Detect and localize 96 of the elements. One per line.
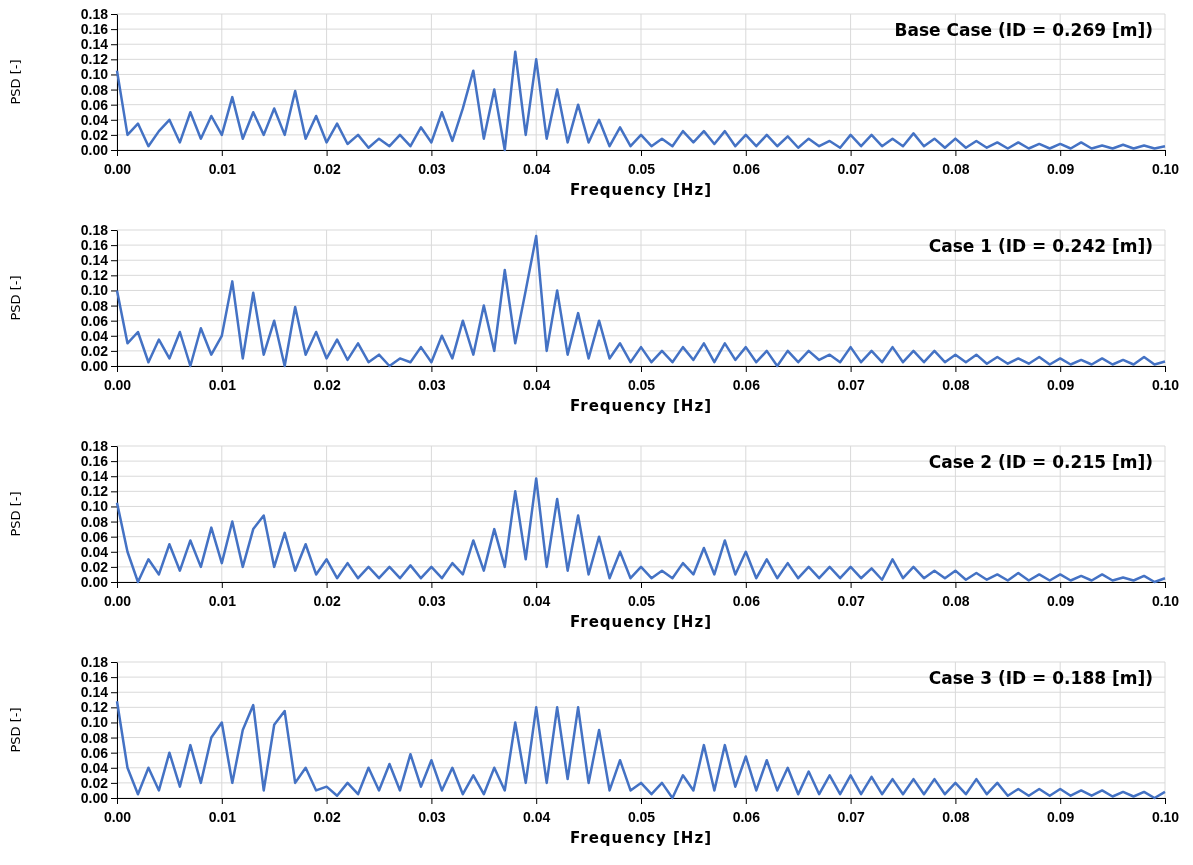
x-axis-title: Frequency [Hz]	[569, 829, 713, 847]
x-tick-label: 0.03	[418, 377, 446, 394]
y-tick-label: 0.12	[80, 267, 109, 284]
y-tick-label: 0.16	[80, 453, 109, 470]
x-tick-label: 0.09	[1047, 593, 1075, 610]
x-tick-label: 0.05	[627, 377, 656, 394]
x-tick-label: 0.04	[523, 377, 551, 394]
y-axis-title: PSD [-]	[8, 491, 23, 537]
y-tick-label: 0.12	[80, 699, 109, 716]
y-tick-label: 0.08	[80, 513, 109, 530]
y-tick-label: 0.06	[80, 96, 109, 113]
y-tick-label: 0.18	[80, 653, 109, 670]
x-tick-label: 0.00	[103, 161, 132, 178]
y-tick-label: 0.18	[80, 437, 109, 454]
y-tick-label: 0.16	[80, 237, 109, 254]
y-tick-label: 0.06	[80, 312, 109, 329]
y-tick-label: 0.12	[80, 483, 109, 500]
x-axis-title: Frequency [Hz]	[569, 397, 713, 415]
y-tick-label: 0.10	[80, 282, 109, 299]
x-tick-label: 0.02	[313, 593, 341, 610]
y-tick-label: 0.04	[80, 543, 109, 560]
x-tick-label: 0.02	[313, 161, 341, 178]
y-tick-label: 0.04	[80, 327, 109, 344]
x-tick-label: 0.09	[1047, 809, 1075, 826]
y-tick-label: 0.18	[80, 5, 109, 22]
y-axis-title: PSD [-]	[8, 59, 23, 105]
x-axis-title: Frequency [Hz]	[569, 613, 713, 631]
x-tick-label: 0.09	[1047, 377, 1075, 394]
y-tick-label: 0.04	[80, 111, 109, 128]
y-tick-label: 0.10	[80, 714, 109, 731]
x-tick-label: 0.06	[732, 377, 761, 394]
chart-title: Case 1 (ID = 0.242 [m])	[928, 236, 1153, 256]
x-tick-label: 0.05	[627, 809, 656, 826]
x-tick-label: 0.07	[837, 161, 865, 178]
x-tick-label: 0.10	[1151, 377, 1180, 394]
y-tick-label: 0.00	[80, 357, 109, 374]
y-tick-label: 0.14	[80, 36, 109, 53]
y-tick-label: 0.18	[80, 221, 109, 238]
x-tick-label: 0.06	[732, 809, 761, 826]
x-tick-label: 0.07	[837, 593, 865, 610]
x-tick-label: 0.01	[208, 377, 237, 394]
x-tick-label: 0.08	[942, 161, 970, 178]
chart-title: Case 3 (ID = 0.188 [m])	[928, 668, 1153, 688]
x-tick-label: 0.04	[523, 161, 551, 178]
y-tick-label: 0.02	[80, 126, 109, 143]
y-axis-title: PSD [-]	[8, 275, 23, 321]
chart-title: Case 2 (ID = 0.215 [m])	[928, 452, 1153, 472]
x-tick-label: 0.02	[313, 377, 341, 394]
y-tick-label: 0.06	[80, 744, 109, 761]
y-tick-label: 0.00	[80, 141, 109, 158]
x-axis-title: Frequency [Hz]	[569, 181, 713, 199]
x-tick-label: 0.07	[837, 377, 865, 394]
x-tick-label: 0.00	[103, 809, 132, 826]
y-tick-label: 0.04	[80, 759, 109, 776]
x-tick-label: 0.03	[418, 161, 446, 178]
x-tick-label: 0.00	[103, 593, 132, 610]
y-tick-label: 0.14	[80, 684, 109, 701]
x-tick-label: 0.04	[523, 593, 551, 610]
y-tick-label: 0.10	[80, 498, 109, 515]
x-tick-label: 0.08	[942, 377, 970, 394]
x-tick-label: 0.01	[208, 809, 237, 826]
x-tick-label: 0.06	[732, 161, 761, 178]
y-tick-label: 0.02	[80, 342, 109, 359]
x-tick-label: 0.03	[418, 593, 446, 610]
y-axis-title: PSD [-]	[8, 707, 23, 753]
x-tick-label: 0.00	[103, 377, 132, 394]
x-tick-label: 0.02	[313, 809, 341, 826]
x-tick-label: 0.05	[627, 593, 656, 610]
y-tick-label: 0.00	[80, 573, 109, 590]
y-tick-label: 0.12	[80, 51, 109, 68]
x-tick-label: 0.08	[942, 809, 970, 826]
chart-title: Base Case (ID = 0.269 [m])	[894, 20, 1153, 40]
x-tick-label: 0.05	[627, 161, 656, 178]
x-tick-label: 0.06	[732, 593, 761, 610]
y-tick-label: 0.06	[80, 528, 109, 545]
y-tick-label: 0.08	[80, 729, 109, 746]
x-tick-label: 0.07	[837, 809, 865, 826]
y-tick-label: 0.14	[80, 468, 109, 485]
y-tick-label: 0.14	[80, 252, 109, 269]
x-tick-label: 0.08	[942, 593, 970, 610]
y-tick-label: 0.08	[80, 297, 109, 314]
y-tick-label: 0.00	[80, 789, 109, 806]
x-tick-label: 0.01	[208, 593, 237, 610]
y-tick-label: 0.10	[80, 66, 109, 83]
x-tick-label: 0.04	[523, 809, 551, 826]
y-tick-label: 0.02	[80, 774, 109, 791]
y-tick-label: 0.16	[80, 21, 109, 38]
x-tick-label: 0.01	[208, 161, 237, 178]
x-tick-label: 0.03	[418, 809, 446, 826]
y-tick-label: 0.16	[80, 669, 109, 686]
x-tick-label: 0.10	[1151, 809, 1180, 826]
x-tick-label: 0.10	[1151, 161, 1180, 178]
y-tick-label: 0.02	[80, 558, 109, 575]
x-tick-label: 0.10	[1151, 593, 1180, 610]
y-tick-label: 0.08	[80, 81, 109, 98]
x-tick-label: 0.09	[1047, 161, 1075, 178]
